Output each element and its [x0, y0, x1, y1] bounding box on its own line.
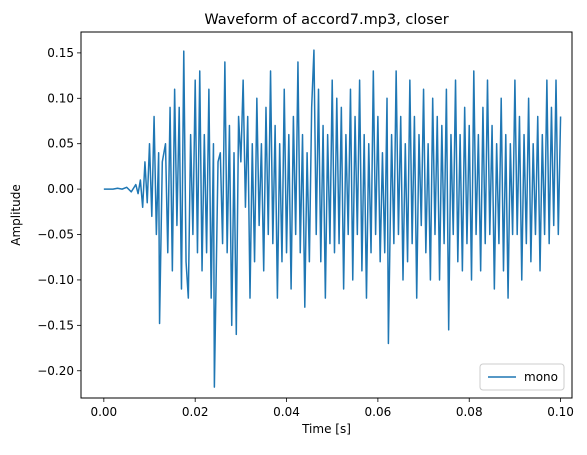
x-axis-label: Time [s] [301, 422, 351, 436]
y-tick-label: 0.10 [47, 91, 74, 105]
y-tick-label: 0.00 [47, 182, 74, 196]
x-tick-label: 0.10 [547, 405, 574, 419]
legend: mono [479, 363, 565, 391]
y-tick-label: −0.20 [37, 364, 74, 378]
y-axis-label: Amplitude [9, 184, 23, 246]
legend-box [479, 363, 565, 391]
y-tick-label: −0.10 [37, 273, 74, 287]
plot-area [80, 31, 573, 399]
x-tick-label: 0.08 [456, 405, 483, 419]
y-tick-label: −0.05 [37, 228, 74, 242]
x-tick-label: 0.02 [182, 405, 209, 419]
series-line-mono [103, 49, 562, 388]
legend-label-mono: mono [524, 370, 558, 384]
x-tick-label: 0.04 [273, 405, 300, 419]
x-tick-label: 0.06 [365, 405, 392, 419]
y-tick-label: 0.15 [47, 46, 74, 60]
y-tick-label: 0.05 [47, 137, 74, 151]
x-tick-label: 0.00 [90, 405, 117, 419]
plot-frame [80, 31, 573, 399]
y-tick-label: −0.15 [37, 318, 74, 332]
axis-ticks: 0.00 0.02 0.04 0.06 0.08 0.10 0.15 0.10 0.05 0.00… [37, 46, 574, 419]
chart-title: Waveform of accord7.mp3, closer [204, 12, 448, 28]
